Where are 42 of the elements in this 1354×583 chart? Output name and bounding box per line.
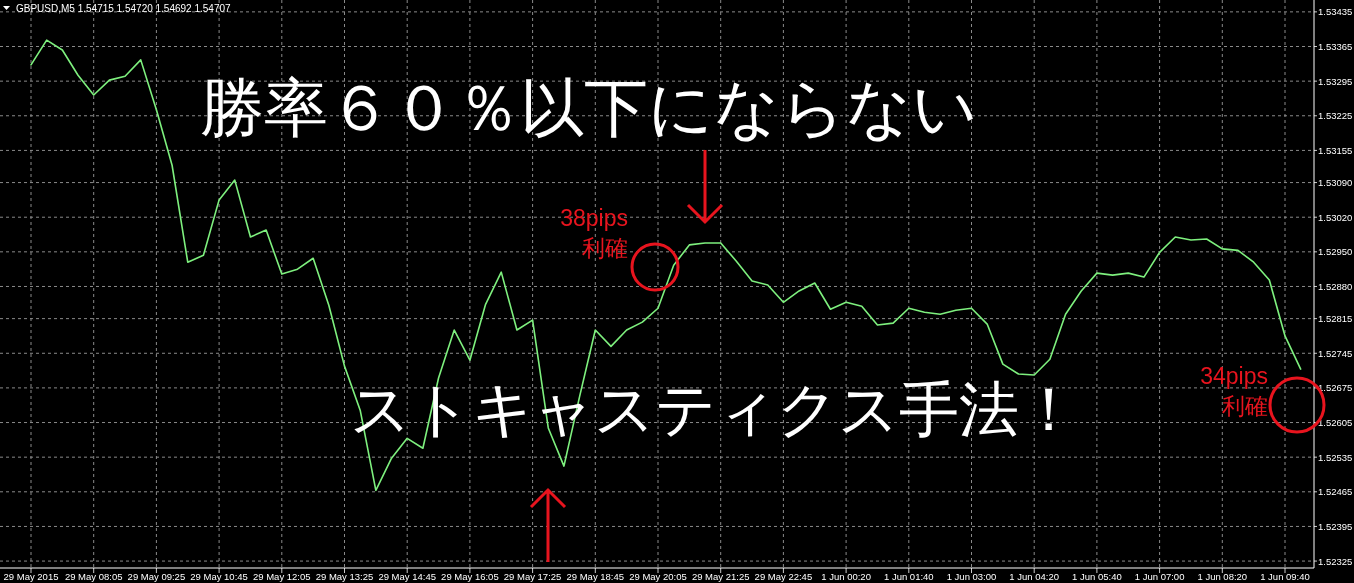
y-tick-label: 1.53435 — [1318, 6, 1353, 18]
x-tick-label: 29 May 17:25 — [503, 571, 562, 582]
y-tick-label: 1.53020 — [1318, 211, 1353, 223]
x-tick-label: 29 May 16:05 — [441, 571, 499, 582]
y-tick-label: 1.52605 — [1318, 417, 1353, 429]
x-tick-label: 1 Jun 01:40 — [883, 571, 934, 582]
x-tick-label: 29 May 12:05 — [253, 571, 311, 582]
x-tick-label: 1 Jun 08:20 — [1197, 571, 1248, 582]
y-tick-label: 1.52950 — [1318, 246, 1353, 258]
x-tick-label: 1 Jun 00:20 — [821, 571, 871, 582]
x-tick-label: 29 May 10:45 — [190, 571, 248, 582]
y-tick-label: 1.52325 — [1318, 555, 1353, 567]
y-tick-label: 1.52395 — [1318, 520, 1353, 532]
y-tick-label: 1.52880 — [1318, 280, 1353, 292]
x-tick-label: 29 May 13:25 — [315, 571, 374, 582]
y-tick-label: 1.53155 — [1318, 144, 1353, 156]
x-tick-label: 29 May 08:05 — [64, 571, 123, 582]
x-tick-label: 1 Jun 09:40 — [1260, 571, 1310, 582]
x-tick-label: 29 May 14:45 — [378, 571, 436, 582]
x-tick-label: 1 Jun 05:40 — [1072, 571, 1122, 582]
y-tick-label: 1.52465 — [1318, 486, 1353, 498]
x-tick-label: 29 May 18:45 — [566, 571, 625, 582]
y-tick-label: 1.52535 — [1318, 451, 1353, 463]
annotation: 34pips 利確 — [1200, 363, 1268, 419]
annotation: 38pips 利確 — [560, 205, 628, 261]
x-tick-label: 29 May 20:05 — [629, 571, 687, 582]
y-tick-label: 1.53090 — [1318, 177, 1353, 189]
x-tick-label: 29 May 21:25 — [691, 571, 750, 582]
annotation: 勝率６０％以下にならない — [200, 72, 978, 144]
x-tick-label: 29 May 09:25 — [127, 571, 186, 582]
line-series — [30, 39, 1302, 492]
x-tick-label: 29 May 22:45 — [754, 571, 813, 582]
x-tick-label: 29 May 2015 — [3, 571, 59, 582]
chart-title: GBPUSD,M5 1.54715 1.54720 1.54692 1.54707 — [16, 3, 232, 14]
y-tick-label: 1.53225 — [1318, 110, 1353, 122]
x-tick-label: 1 Jun 07:00 — [1134, 571, 1185, 582]
y-tick-label: 1.52815 — [1318, 313, 1353, 325]
x-tick-label: 1 Jun 04:20 — [1009, 571, 1060, 582]
y-tick-label: 1.53365 — [1318, 41, 1353, 53]
y-tick-label: 1.53295 — [1318, 75, 1353, 87]
y-tick-label: 1.52745 — [1318, 347, 1353, 359]
x-tick-label: 1 Jun 03:00 — [946, 571, 997, 582]
